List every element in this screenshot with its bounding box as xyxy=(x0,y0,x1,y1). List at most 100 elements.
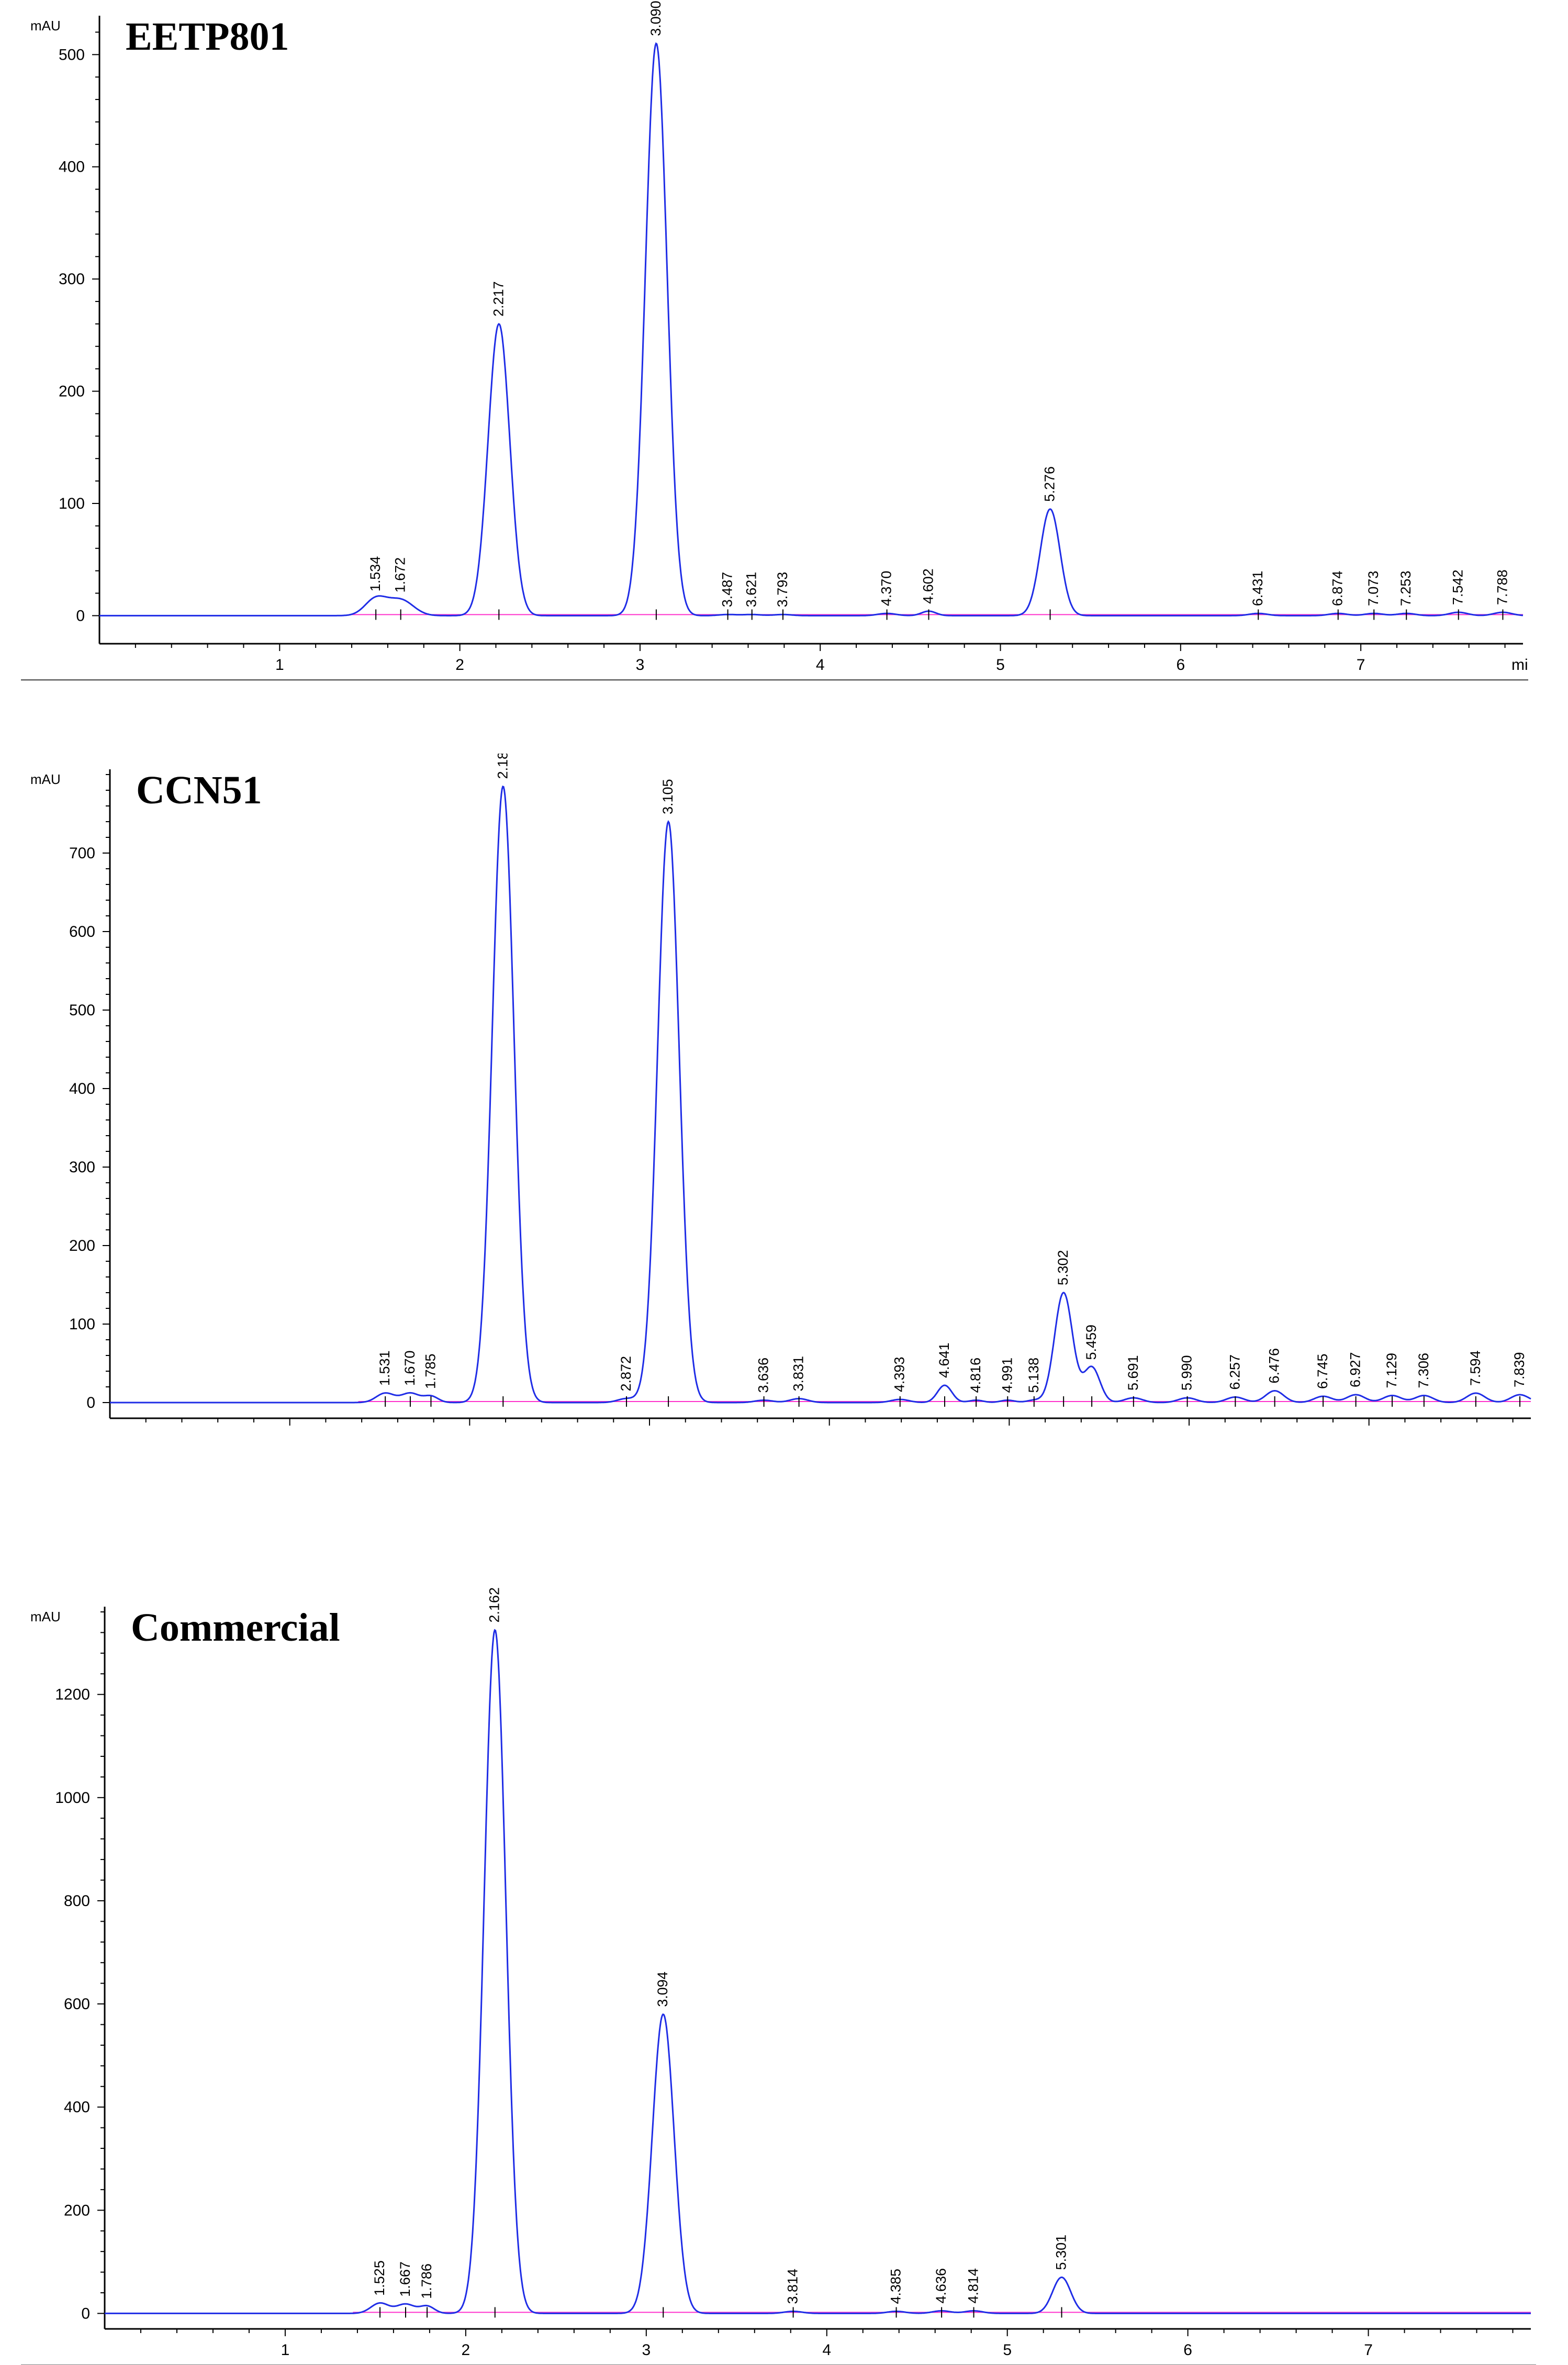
peak-label: 4.636 xyxy=(933,2268,949,2304)
y-tick-label: 300 xyxy=(59,271,85,288)
peak-label: 6.874 xyxy=(1330,571,1346,607)
y-tick-label: 1000 xyxy=(55,1789,90,1807)
y-tick-label: 600 xyxy=(64,1996,90,2013)
y-tick-label: 200 xyxy=(69,1237,95,1254)
peak-label: 2.186 xyxy=(495,754,510,779)
peak-label: 3.793 xyxy=(775,572,790,608)
x-axis-unit: mi xyxy=(1511,656,1528,674)
peak-label: 4.385 xyxy=(888,2269,904,2304)
peak-label: 4.393 xyxy=(892,1357,908,1392)
x-tick-label: 1 xyxy=(275,656,284,674)
signal-trace xyxy=(110,785,1531,1404)
chromatogram-panel-ccn51: 0 100 200 300 400 500 600 700 mAU CCN51 1.531 1.670… xyxy=(0,754,1568,1434)
y-axis-unit: mAU xyxy=(30,1609,61,1624)
peak-label: 4.602 xyxy=(920,568,936,604)
peak-label: 3.487 xyxy=(720,572,735,608)
y-tick-label: 0 xyxy=(81,2305,90,2322)
peak-label: 1.525 xyxy=(372,2260,387,2296)
x-tick-label: 2 xyxy=(462,2341,471,2359)
peak-label: 5.990 xyxy=(1179,1355,1195,1391)
y-tick-label: 400 xyxy=(69,1080,95,1097)
peak-label: 7.788 xyxy=(1494,569,1510,605)
peak-label: 4.370 xyxy=(879,571,894,607)
peak-label: 1.531 xyxy=(377,1350,393,1386)
chromatogram-panel-commercial: 0 200 400 600 800 1000 1200 1 2 3 4 5 6 7 mAU Commercia… xyxy=(0,1581,1568,2365)
peak-label: 5.138 xyxy=(1026,1358,1041,1393)
peak-label: 7.129 xyxy=(1384,1353,1399,1388)
peak-label: 1.667 xyxy=(397,2261,413,2297)
peak-label: 5.459 xyxy=(1083,1325,1099,1360)
y-tick-label: 100 xyxy=(59,495,85,512)
y-axis-unit: mAU xyxy=(30,771,61,787)
x-tick-label: 4 xyxy=(822,2341,831,2359)
peak-label: 1.786 xyxy=(419,2263,434,2299)
x-tick-label: 4 xyxy=(816,656,825,674)
chromatogram-svg-ccn51: 0 100 200 300 400 500 600 700 mAU CCN51 1.531 1.670… xyxy=(30,754,1531,1426)
peak-label: 7.542 xyxy=(1450,569,1466,605)
sample-title: CCN51 xyxy=(136,768,262,812)
peak-label: 1.672 xyxy=(393,557,408,593)
peak-label: 5.301 xyxy=(1054,2235,1069,2270)
y-tick-label: 200 xyxy=(59,383,85,400)
y-tick-label: 700 xyxy=(69,845,95,862)
chromatogram-svg-commercial: 0 200 400 600 800 1000 1200 1 2 3 4 5 6 7 mAU Commercia… xyxy=(21,1587,1536,2365)
peak-label: 3.090 xyxy=(648,1,664,36)
x-tick-label: 5 xyxy=(1003,2341,1012,2359)
signal-trace xyxy=(105,1629,1531,2314)
peak-label: 4.641 xyxy=(936,1342,952,1378)
y-tick-label: 1200 xyxy=(55,1686,90,1703)
y-axis-unit: mAU xyxy=(30,18,61,33)
x-tick-label: 6 xyxy=(1183,2341,1192,2359)
peak-label: 6.476 xyxy=(1267,1348,1282,1384)
peak-label: 1.534 xyxy=(367,556,383,592)
peak-label: 6.745 xyxy=(1315,1353,1330,1389)
y-tick-label: 200 xyxy=(64,2202,90,2219)
sample-title: EETP801 xyxy=(126,15,289,59)
peak-label: 7.594 xyxy=(1468,1350,1483,1386)
y-tick-label: 500 xyxy=(59,46,85,63)
x-tick-label: 3 xyxy=(642,2341,651,2359)
chromatogram-panel-eetp801: 0 100 200 300 400 500 1 2 3 4 5 6 7 mi mAU EETP801 1.534… xyxy=(0,0,1568,680)
signal-trace xyxy=(99,42,1524,617)
peak-label: 5.276 xyxy=(1042,466,1058,502)
peak-label: 7.306 xyxy=(1416,1353,1431,1388)
peak-label: 3.831 xyxy=(791,1356,807,1392)
peak-label: 2.217 xyxy=(490,281,506,317)
chromatogram-svg-eetp801: 0 100 200 300 400 500 1 2 3 4 5 6 7 mi mAU EETP801 1.534… xyxy=(21,1,1528,680)
peak-label: 6.927 xyxy=(1348,1352,1363,1387)
y-tick-label: 500 xyxy=(69,1002,95,1019)
peak-label: 7.073 xyxy=(1365,571,1381,607)
x-tick-label: 6 xyxy=(1176,656,1185,674)
peak-label: 3.621 xyxy=(744,572,759,608)
peak-label: 3.105 xyxy=(660,779,676,814)
peak-label: 5.691 xyxy=(1125,1355,1141,1391)
peak-label: 6.431 xyxy=(1250,571,1265,607)
y-tick-label: 400 xyxy=(59,159,85,176)
peak-label: 4.816 xyxy=(968,1358,983,1393)
x-tick-label: 2 xyxy=(455,656,464,674)
peak-label: 4.991 xyxy=(999,1358,1015,1393)
peak-label: 1.670 xyxy=(402,1350,418,1386)
y-tick-label: 0 xyxy=(86,1394,95,1411)
y-tick-label: 300 xyxy=(69,1159,95,1176)
x-tick-label: 7 xyxy=(1357,656,1365,674)
x-tick-label: 5 xyxy=(996,656,1005,674)
y-tick-label: 800 xyxy=(64,1892,90,1910)
peak-label: 7.839 xyxy=(1511,1352,1527,1387)
peak-label: 3.636 xyxy=(756,1358,771,1393)
peak-label: 2.872 xyxy=(618,1356,634,1392)
y-tick-label: 600 xyxy=(69,923,95,940)
peak-label: 4.814 xyxy=(966,2268,981,2304)
x-tick-label: 7 xyxy=(1364,2341,1373,2359)
peak-label: 1.785 xyxy=(422,1353,438,1389)
x-tick-label: 1 xyxy=(281,2341,290,2359)
peak-label: 3.814 xyxy=(785,2269,801,2304)
peak-label: 6.257 xyxy=(1227,1354,1242,1390)
peak-label: 5.302 xyxy=(1055,1250,1071,1285)
sample-title: Commercial xyxy=(131,1606,340,1650)
y-tick-label: 400 xyxy=(64,2099,90,2116)
peak-label: 3.094 xyxy=(655,1971,670,2007)
x-tick-label: 3 xyxy=(636,656,645,674)
peak-label: 7.253 xyxy=(1398,571,1414,607)
